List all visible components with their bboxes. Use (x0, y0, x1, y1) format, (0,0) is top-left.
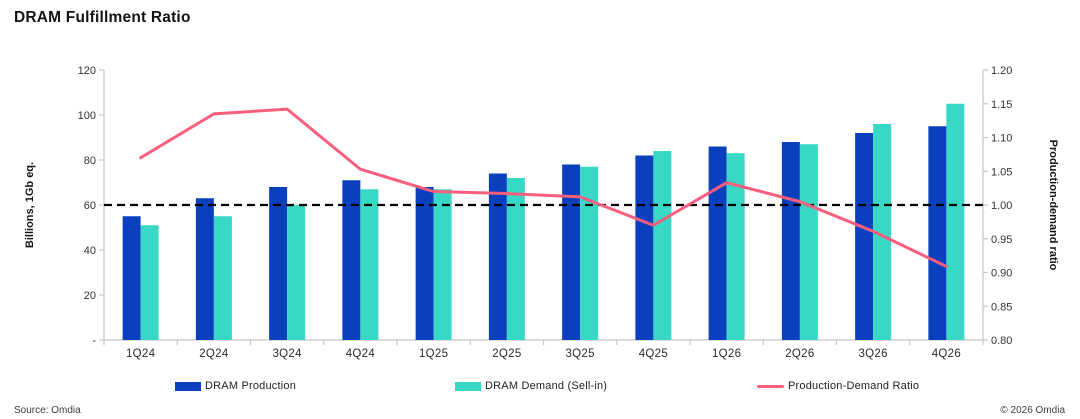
left-axis-tick-label: 40 (84, 245, 96, 257)
bar-production-4Q24 (342, 180, 361, 340)
source-note: Source: Omdia (14, 405, 81, 416)
bar-demand-1Q25 (433, 189, 452, 340)
copyright-note: © 2026 Omdia (1000, 405, 1065, 416)
bar-production-4Q26 (928, 126, 947, 340)
bar-production-4Q25 (635, 155, 654, 340)
right-axis-tick-label: 1.05 (991, 166, 1012, 178)
x-axis-label: 2Q24 (199, 348, 229, 360)
x-axis-label: 3Q24 (272, 348, 302, 360)
bar-production-3Q25 (562, 164, 581, 340)
left-axis-tick-label: 60 (84, 200, 96, 212)
x-axis-label: 1Q25 (419, 348, 448, 360)
legend-item-production: DRAM Production (175, 380, 296, 392)
x-axis-label: 1Q26 (712, 348, 741, 360)
bar-production-1Q26 (708, 146, 727, 340)
bar-production-2Q25 (488, 173, 507, 340)
right-axis-tick-label: 1.15 (991, 99, 1012, 111)
x-axis-label: 4Q26 (932, 348, 961, 360)
bar-production-3Q24 (269, 187, 288, 340)
left-axis-tick-label: 80 (84, 155, 96, 167)
bar-demand-1Q24 (140, 225, 159, 340)
right-axis-tick-label: 1.20 (991, 65, 1012, 77)
left-axis-tick-label: 100 (78, 110, 96, 122)
x-axis-label: 2Q25 (492, 348, 521, 360)
left-axis-tick-label: - (92, 335, 96, 347)
ratio-line-swatch-icon (757, 384, 784, 388)
demand-swatch-icon (455, 381, 481, 391)
right-axis-tick-label: 1.10 (991, 133, 1012, 145)
bar-demand-2Q24 (213, 216, 232, 340)
legend-label-production: DRAM Production (205, 380, 297, 392)
chart-title: DRAM Fulfillment Ratio (14, 9, 191, 26)
x-axis-label: 2Q26 (785, 348, 814, 360)
bar-production-2Q24 (195, 198, 214, 340)
x-axis-label: 4Q25 (639, 348, 668, 360)
bar-production-3Q26 (855, 133, 874, 340)
left-axis-title: Billions, 1Gb eq. (24, 161, 36, 249)
bar-demand-3Q26 (873, 124, 892, 340)
bar-demand-3Q24 (287, 205, 306, 340)
bar-demand-2Q26 (799, 144, 818, 340)
right-axis-tick-label: 0.95 (991, 234, 1012, 246)
legend-label-demand: DRAM Demand (Sell-in) (485, 380, 608, 392)
x-axis-label: 4Q24 (346, 348, 376, 360)
bar-demand-4Q25 (653, 151, 672, 340)
bar-demand-4Q26 (946, 103, 965, 340)
bar-demand-2Q25 (506, 178, 525, 340)
right-axis-tick-label: 0.85 (991, 301, 1012, 313)
right-axis-tick-label: 1.00 (991, 200, 1012, 212)
left-axis-tick-label: 20 (84, 290, 96, 302)
bar-demand-3Q25 (580, 166, 599, 340)
left-axis-tick-label: 120 (78, 65, 96, 77)
bar-demand-4Q24 (360, 189, 379, 340)
production-swatch-icon (175, 381, 201, 391)
x-axis-label: 1Q24 (126, 348, 156, 360)
bar-production-1Q25 (415, 187, 434, 340)
ratio-line-series (139, 107, 948, 268)
right-axis-tick-label: 0.90 (991, 268, 1012, 280)
legend-item-demand: DRAM Demand (Sell-in) (455, 380, 607, 392)
right-axis-title: Production-demand ratio (1047, 139, 1059, 271)
bar-production-2Q26 (781, 142, 800, 340)
legend-label-ratio: Production-Demand Ratio (788, 380, 920, 392)
x-axis-label: 3Q25 (565, 348, 594, 360)
legend-item-ratio: Production-Demand Ratio (757, 380, 919, 392)
bar-demand-1Q26 (726, 153, 745, 340)
bar-production-1Q24 (122, 216, 141, 340)
x-axis-label: 3Q26 (858, 348, 887, 360)
right-axis-tick-label: 0.80 (991, 335, 1012, 347)
